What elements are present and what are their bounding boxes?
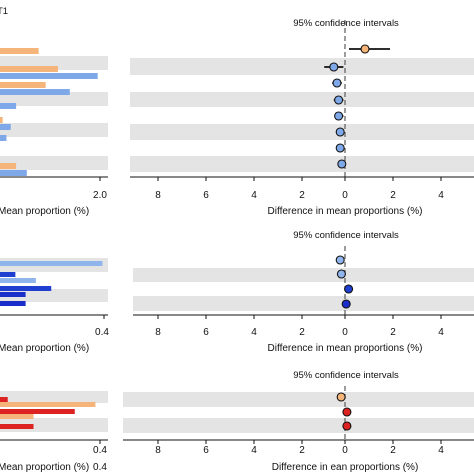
tick-label: 2.0 (93, 190, 107, 201)
tick-label: 2 (390, 327, 396, 338)
x-axis-label: Mean proportion (%) (0, 343, 89, 354)
bar (0, 424, 34, 429)
tick-label: 2 (390, 190, 396, 201)
tick-label: 4 (438, 327, 444, 338)
bar (0, 82, 46, 88)
tick-label: 0 (342, 327, 348, 338)
bar (0, 89, 70, 95)
row-band (133, 296, 474, 311)
ci-point (335, 127, 345, 137)
tick-label: 2 (390, 445, 396, 456)
x-axis-label: Difference in ean proportions (%) (272, 462, 419, 473)
tick-label: 0 (342, 190, 348, 201)
row-band (130, 156, 474, 172)
bar (0, 66, 58, 72)
tick-label: 8 (155, 327, 161, 338)
x-axis-label: Mean proportion (%) (0, 206, 89, 217)
row-band (0, 123, 108, 137)
tick-label: 0 (342, 445, 348, 456)
bar (0, 301, 26, 306)
ci-point (344, 284, 354, 294)
bar (0, 414, 34, 419)
panel-title: 95% confidence intervals (293, 370, 399, 381)
row-band (0, 156, 108, 170)
row-band (0, 289, 108, 302)
bar (0, 163, 17, 169)
ci-point (342, 421, 352, 431)
row-band (123, 418, 474, 433)
bar (0, 124, 11, 130)
tick-label: 4 (251, 190, 257, 201)
ci-point (335, 143, 345, 153)
ci-point (334, 95, 344, 105)
bar (0, 292, 26, 297)
tick-label: 8 (155, 445, 161, 456)
tick-label: 4 (251, 445, 257, 456)
tick-label: 2 (299, 190, 305, 201)
row-band (133, 268, 474, 282)
bar (0, 286, 52, 291)
ci-point (335, 255, 345, 265)
x-axis-label: Difference in mean proportions (%) (268, 343, 423, 354)
ci-point (329, 62, 339, 72)
row-band (0, 92, 108, 106)
row-band (123, 392, 474, 407)
ci-point (336, 392, 346, 402)
bar (0, 272, 16, 277)
ci-point (337, 159, 347, 169)
tick-label: 4 (438, 445, 444, 456)
tick-label: 2 (299, 327, 305, 338)
tick-label: 8 (155, 190, 161, 201)
bar (0, 73, 98, 79)
bar (0, 117, 3, 123)
x-axis-label: Mean proportion (%) (0, 462, 89, 473)
row-band (130, 124, 474, 140)
bar (0, 397, 8, 402)
bar (0, 135, 7, 141)
ci-point (341, 299, 351, 309)
tick-label: 0.4 (93, 445, 107, 456)
bar (0, 48, 39, 54)
row-band (0, 391, 108, 403)
x-axis-label: Difference in mean proportions (%) (268, 206, 423, 217)
row-band (130, 58, 474, 75)
panel-title: 95% confidence intervals (293, 230, 399, 241)
bar (0, 278, 36, 283)
tick-label: 6 (203, 445, 209, 456)
row-band (130, 92, 474, 107)
tick-label: 2 (299, 445, 305, 456)
tick-label: 4 (438, 190, 444, 201)
bar (0, 170, 27, 176)
tick-label: 4 (251, 327, 257, 338)
panel-title: T1 (0, 6, 8, 17)
panel-title: 95% confidence intervals (293, 18, 399, 29)
tick-label: 0.4 (93, 462, 107, 473)
ci-point (332, 78, 342, 88)
ci-point (342, 407, 352, 417)
bar (0, 409, 75, 414)
tick-label: 0.4 (95, 327, 109, 338)
ci-point (336, 269, 346, 279)
tick-label: 6 (203, 190, 209, 201)
bar (0, 261, 103, 266)
bar (0, 402, 96, 407)
bar (0, 103, 17, 109)
tick-label: 6 (203, 327, 209, 338)
ci-point (334, 111, 344, 121)
ci-point (360, 44, 370, 54)
